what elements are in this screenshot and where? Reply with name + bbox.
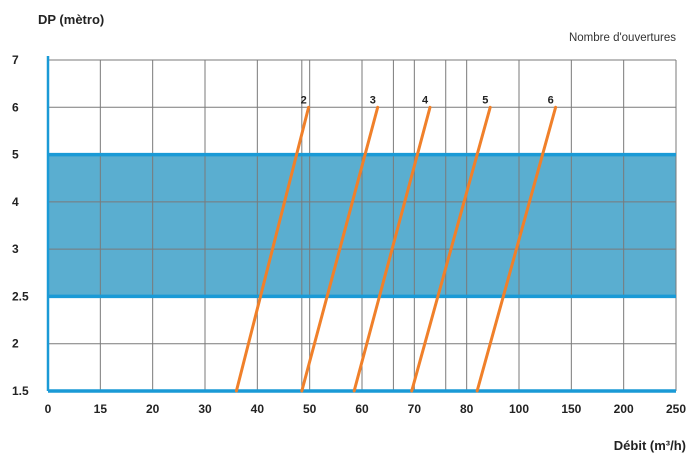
x-tick-label-5: 50 xyxy=(303,402,317,416)
x-tick-label-6: 60 xyxy=(355,402,369,416)
x-tick-label-2: 20 xyxy=(146,402,160,416)
x-tick-label-4: 40 xyxy=(251,402,265,416)
x-tick-label-11: 200 xyxy=(614,402,634,416)
y-tick-label-3: 3 xyxy=(12,242,19,256)
series-label-5: 5 xyxy=(482,94,488,106)
y-tick-label-1: 2 xyxy=(12,337,19,351)
series-line-2 xyxy=(234,105,311,393)
x-tick-label-0: 0 xyxy=(45,402,52,416)
x-tick-label-8: 80 xyxy=(460,402,474,416)
y-tick-label-4: 4 xyxy=(12,195,19,209)
series-line-3 xyxy=(300,105,380,393)
series-label-2: 2 xyxy=(301,94,307,106)
legend-title: Nombre d'ouvertures xyxy=(569,32,676,44)
series-label-4: 4 xyxy=(422,94,429,106)
series-label-6: 6 xyxy=(548,94,554,106)
x-tick-label-12: 250 xyxy=(666,402,686,416)
y-tick-label-5: 5 xyxy=(12,148,19,162)
x-tick-label-9: 100 xyxy=(509,402,529,416)
x-axis-title: Débit (m³/h) xyxy=(614,438,686,453)
x-tick-label-3: 30 xyxy=(198,402,212,416)
x-tick-label-10: 150 xyxy=(561,402,581,416)
y-tick-label-6: 6 xyxy=(12,100,19,114)
x-tick-label-7: 70 xyxy=(408,402,422,416)
y-axis-title: DP (mètro) xyxy=(38,12,104,27)
y-tick-label-2: 2.5 xyxy=(12,289,29,303)
series-line-4 xyxy=(352,105,432,393)
series-line-5 xyxy=(410,105,492,393)
series-label-3: 3 xyxy=(370,94,376,106)
y-tick-label-7: 7 xyxy=(12,53,19,67)
series-line-6 xyxy=(475,105,558,393)
y-tick-label-0: 1.5 xyxy=(12,384,29,398)
x-tick-label-1: 15 xyxy=(94,402,108,416)
